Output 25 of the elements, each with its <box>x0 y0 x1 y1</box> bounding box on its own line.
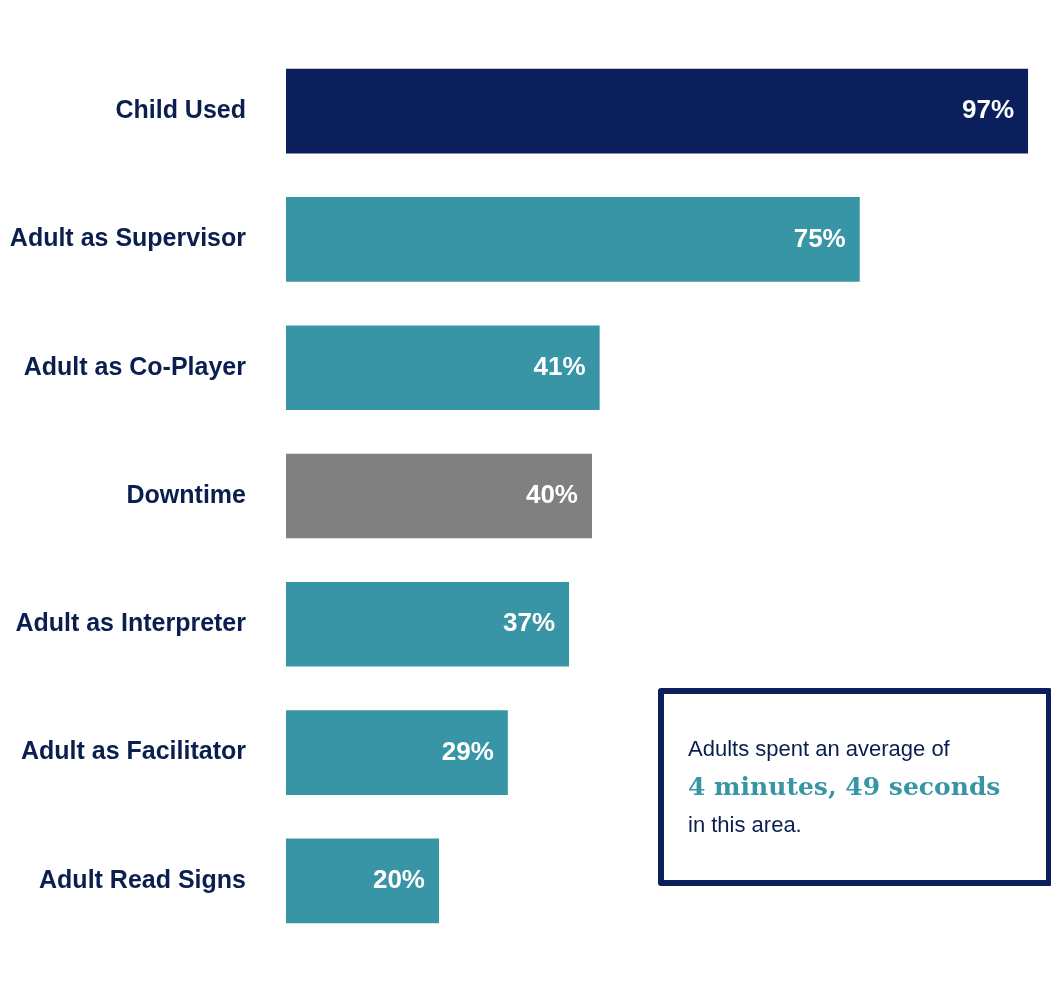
bar <box>286 453 592 539</box>
data-label: 41% <box>533 350 586 381</box>
bar <box>286 710 508 795</box>
y-tick-label: Adult Read Signs <box>39 864 246 893</box>
y-tick-label: Downtime <box>126 479 247 508</box>
bar <box>286 325 600 411</box>
y-tick-label: Child Used <box>115 95 246 124</box>
bar <box>286 838 439 924</box>
y-tick-label: Adult as Supervisor <box>9 223 247 252</box>
data-label: 97% <box>962 94 1015 125</box>
y-tick-label: Adult as Interpreter <box>15 608 247 637</box>
data-label: 29% <box>441 735 494 766</box>
data-label: 40% <box>525 479 578 510</box>
data-label: 37% <box>503 607 556 638</box>
bar <box>286 68 1029 154</box>
y-tick-label: Adult as Co-Player <box>23 351 247 380</box>
bar <box>286 581 570 667</box>
y-tick-label: Adult as Facilitator <box>20 736 247 765</box>
data-label: 75% <box>793 222 846 253</box>
annotation: 4 minutes, 49 seconds <box>688 771 1002 803</box>
annotation: Adults spent an average of <box>688 735 951 763</box>
text-box: Adults spent an average of 4 minutes, 49 seconds in this area. <box>658 688 1051 886</box>
annotation: in this area. <box>688 811 803 839</box>
data-label: 20% <box>372 864 425 895</box>
bar <box>286 197 860 282</box>
